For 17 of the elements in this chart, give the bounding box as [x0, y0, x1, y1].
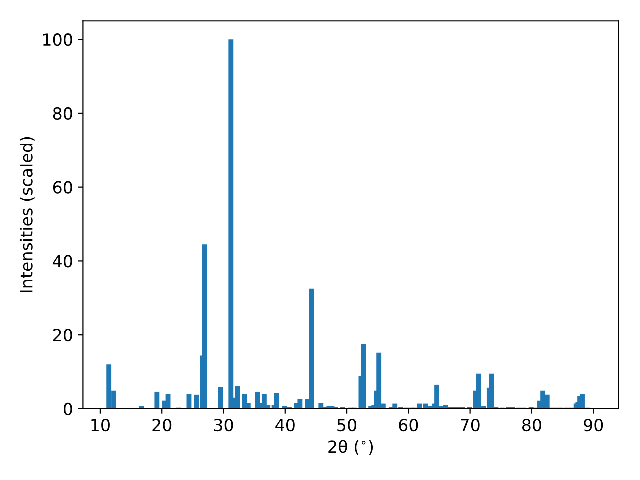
- y-tick-label: 40: [53, 255, 72, 268]
- x-tick-label: 10: [92, 418, 110, 432]
- y-tick-label: 20: [53, 329, 72, 342]
- x-tick-label: 50: [338, 418, 357, 432]
- x-tick-label: 30: [214, 418, 234, 432]
- x-tick-label: 40: [276, 418, 295, 432]
- y-tick-label: 100: [43, 34, 72, 46]
- y-tick-label: 60: [53, 181, 72, 194]
- y-tick-label: 80: [53, 107, 72, 120]
- x-tick-label: 60: [399, 418, 418, 432]
- x-axis-title: 2θ ($^{∘}$): [328, 440, 374, 456]
- x-tick-label: 20: [152, 418, 172, 432]
- y-tick-label: 0: [64, 402, 72, 416]
- x-tick-label: 90: [584, 418, 604, 432]
- y-axis-title: Intensities (scaled): [20, 137, 35, 292]
- x-tick-label: 80: [522, 418, 542, 432]
- x-tick-label: 70: [461, 418, 480, 432]
